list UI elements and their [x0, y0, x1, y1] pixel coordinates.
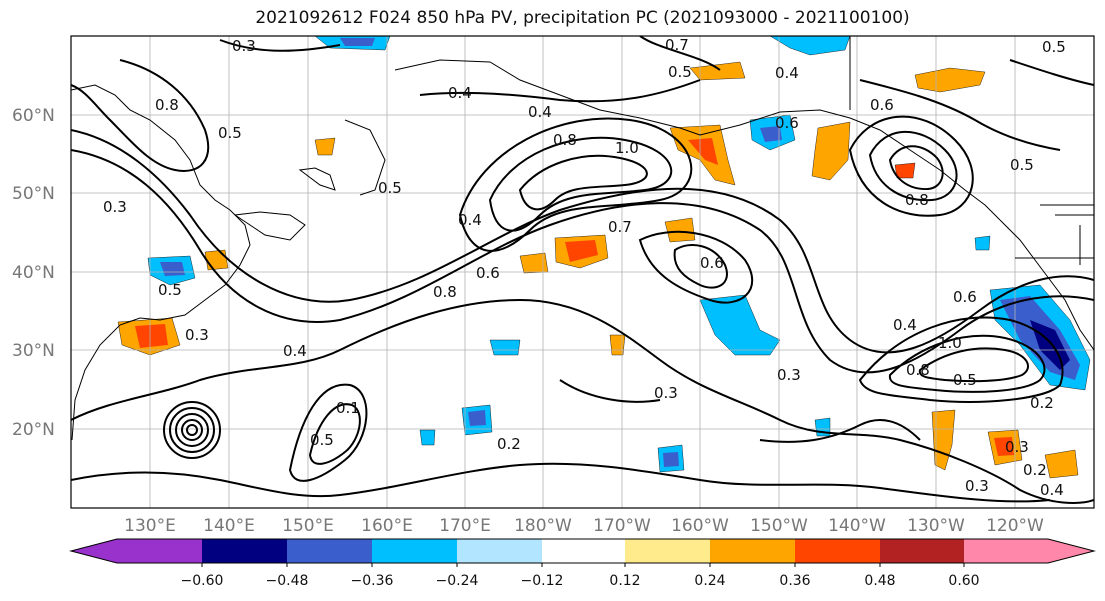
contour-label: 0.8 [155, 96, 179, 114]
map-title: 2021092612 F024 850 hPa PV, precipitatio… [255, 8, 910, 28]
colorbar-tick-label: 0.48 [864, 573, 895, 589]
typhoon-contours [163, 401, 221, 459]
colorbar-swatch [625, 539, 710, 563]
contour-label: 0.5 [1010, 156, 1034, 174]
lat-label: 40°N [12, 263, 55, 283]
contour-label: 0.4 [283, 342, 307, 360]
contour-label: 0.1 [336, 399, 360, 417]
coastlines [71, 36, 1094, 441]
lon-label: 170°W [593, 516, 651, 536]
colorbar-tick-label: 0.60 [948, 573, 979, 589]
contour-label: 0.4 [1040, 481, 1064, 499]
colorbar-tick-label: 0.12 [609, 573, 640, 589]
contour-label: 0.7 [665, 36, 689, 54]
colorbar: −0.60 −0.48 −0.36 −0.24 −0.12 0.12 0.24 … [69, 538, 1096, 589]
lon-label: 180°W [514, 516, 572, 536]
colorbar-tick-label: 0.36 [779, 573, 810, 589]
contour-label: 0.3 [654, 384, 678, 402]
colorbar-swatch [457, 539, 542, 563]
lat-label: 20°N [12, 420, 55, 440]
colorbar-tick-label: −0.24 [436, 573, 479, 589]
colorbar-swatch [880, 539, 964, 563]
contour-label: 0.4 [528, 103, 552, 121]
contour-label: 0.5 [1042, 38, 1066, 56]
colorbar-swatch [964, 539, 1048, 563]
colorbar-tick-label: −0.36 [351, 573, 394, 589]
contour-label: 0.3 [777, 366, 801, 384]
contour-labels: 0.3 0.4 0.4 0.7 0.5 0.4 0.8 0.6 0.8 1.0 … [103, 36, 1066, 499]
contour-label: 0.3 [1005, 438, 1029, 456]
colorbar-tick-label: 0.24 [694, 573, 725, 589]
longitude-labels: 130°E 140°E 150°E 160°E 170°E 180°W 170°… [124, 516, 1044, 536]
colorbar-swatch [372, 539, 457, 563]
contour-label: 0.8 [553, 131, 577, 149]
contour-label: 0.5 [310, 431, 334, 449]
lon-label: 140°W [828, 516, 886, 536]
map-frame [70, 35, 1095, 509]
colorbar-tick-label: −0.48 [266, 573, 309, 589]
lon-label: 170°E [439, 516, 491, 536]
contour-label: 0.6 [700, 254, 724, 272]
contour-label: 0.6 [870, 96, 894, 114]
contour-label: 0.6 [775, 114, 799, 132]
lat-label: 50°N [12, 184, 55, 204]
lat-label: 30°N [12, 341, 55, 361]
contour-label: 0.4 [893, 316, 917, 334]
contour-label: 0.8 [905, 191, 929, 209]
colorbar-ticks [201, 563, 965, 567]
contour-label: 0.4 [458, 211, 482, 229]
colorbar-swatch [287, 539, 372, 563]
lon-label: 150°W [750, 516, 808, 536]
contour-label: 0.5 [668, 63, 692, 81]
contour-label: 0.6 [953, 288, 977, 306]
colorbar-tick-label: −0.12 [521, 573, 564, 589]
contour-label: 0.3 [103, 198, 127, 216]
contour-label: 0.8 [906, 361, 930, 379]
contour-label: 0.8 [433, 283, 457, 301]
colorbar-swatch [795, 539, 880, 563]
colorbar-tick-label: −0.60 [181, 573, 224, 589]
contour-label: 0.2 [1023, 461, 1047, 479]
contour-label: 0.3 [185, 326, 209, 344]
lat-label: 60°N [12, 106, 55, 126]
colorbar-swatch [71, 539, 117, 563]
contour-label: 1.0 [615, 139, 639, 157]
map-layer: 0.3 0.4 0.4 0.7 0.5 0.4 0.8 0.6 0.8 1.0 … [71, 36, 1094, 508]
colorbar-swatch [710, 539, 795, 563]
lon-label: 130°W [907, 516, 965, 536]
contour-label: 0.7 [608, 218, 632, 236]
latitude-labels: 60°N 50°N 40°N 30°N 20°N [12, 106, 55, 440]
lon-label: 160°W [671, 516, 729, 536]
lon-label: 120°W [986, 516, 1044, 536]
contour-label: 0.6 [476, 264, 500, 282]
contour-label: 0.5 [158, 281, 182, 299]
contour-label: 0.5 [218, 124, 242, 142]
colorbar-outline [69, 538, 1096, 564]
colorbar-swatch [117, 539, 202, 563]
lon-label: 130°E [124, 516, 176, 536]
colorbar-swatch [1048, 539, 1094, 563]
pv-contours [71, 36, 1094, 504]
lon-label: 160°E [361, 516, 413, 536]
colorbar-swatch [202, 539, 287, 563]
contour-label: 0.5 [953, 371, 977, 389]
contour-label: 0.3 [232, 37, 256, 55]
contour-label: 0.4 [448, 84, 472, 102]
lon-label: 150°E [282, 516, 334, 536]
colorbar-swatch [542, 539, 625, 563]
contour-label: 0.3 [965, 477, 989, 495]
lon-label: 140°E [203, 516, 255, 536]
contour-label: 0.2 [1030, 394, 1054, 412]
contour-label: 0.2 [497, 435, 521, 453]
contour-label: 1.0 [938, 334, 962, 352]
contour-label: 0.5 [378, 179, 402, 197]
contour-label: 0.4 [775, 64, 799, 82]
precip-shading [117, 36, 1091, 479]
